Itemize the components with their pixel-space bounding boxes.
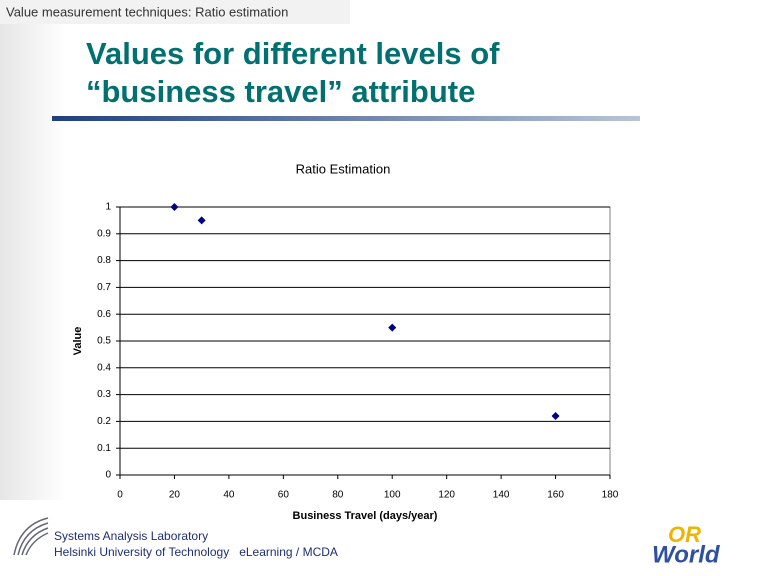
topic-box [0,0,350,24]
logo-text: OR [668,522,701,547]
y-tick-label: 0.4 [97,362,111,373]
y-tick-label: 0 [105,470,111,481]
x-tick-label: 180 [602,490,619,501]
point [170,203,179,211]
x-axis-label: Business Travel (days/year) [293,510,438,522]
y-tick-label: 0.5 [97,336,111,347]
y-tick-label: 0.9 [97,228,111,239]
point [551,412,560,421]
slide-title: “business travel” attribute [86,74,475,109]
y-tick-label: 0.1 [97,443,111,454]
university-logo [13,517,49,556]
x-tick-label: 100 [384,490,401,501]
slide-title: Values for different levels of [86,36,500,71]
y-tick-label: 0.6 [97,309,111,320]
x-tick-label: 140 [493,490,510,501]
y-tick-label: 0.8 [97,255,111,266]
point [388,323,397,332]
y-tick-label: 1 [105,202,111,213]
x-tick-label: 40 [223,490,235,501]
x-tick-label: 120 [438,490,455,501]
y-tick-label: 0.3 [97,389,111,400]
topic: Value measurement techniques: Ratio esti… [6,4,288,19]
side-band [0,0,66,500]
y-tick-label: 0.7 [97,282,111,293]
footer-line: Helsinki University of Technology eLearn… [54,545,338,559]
x-tick-label: 0 [117,490,123,501]
y-axis-label: Value [72,327,84,356]
y-tick-label: 0.2 [97,416,111,427]
title-rule [52,116,640,121]
chart-title: Ratio Estimation [296,161,391,176]
x-tick-label: 160 [547,490,564,501]
x-tick-label: 60 [278,490,290,501]
x-tick-label: 80 [332,490,344,501]
footer-line: Systems Analysis Laboratory [54,529,208,543]
point [197,216,206,225]
logo-text: World [652,541,721,568]
x-tick-label: 20 [169,490,181,501]
